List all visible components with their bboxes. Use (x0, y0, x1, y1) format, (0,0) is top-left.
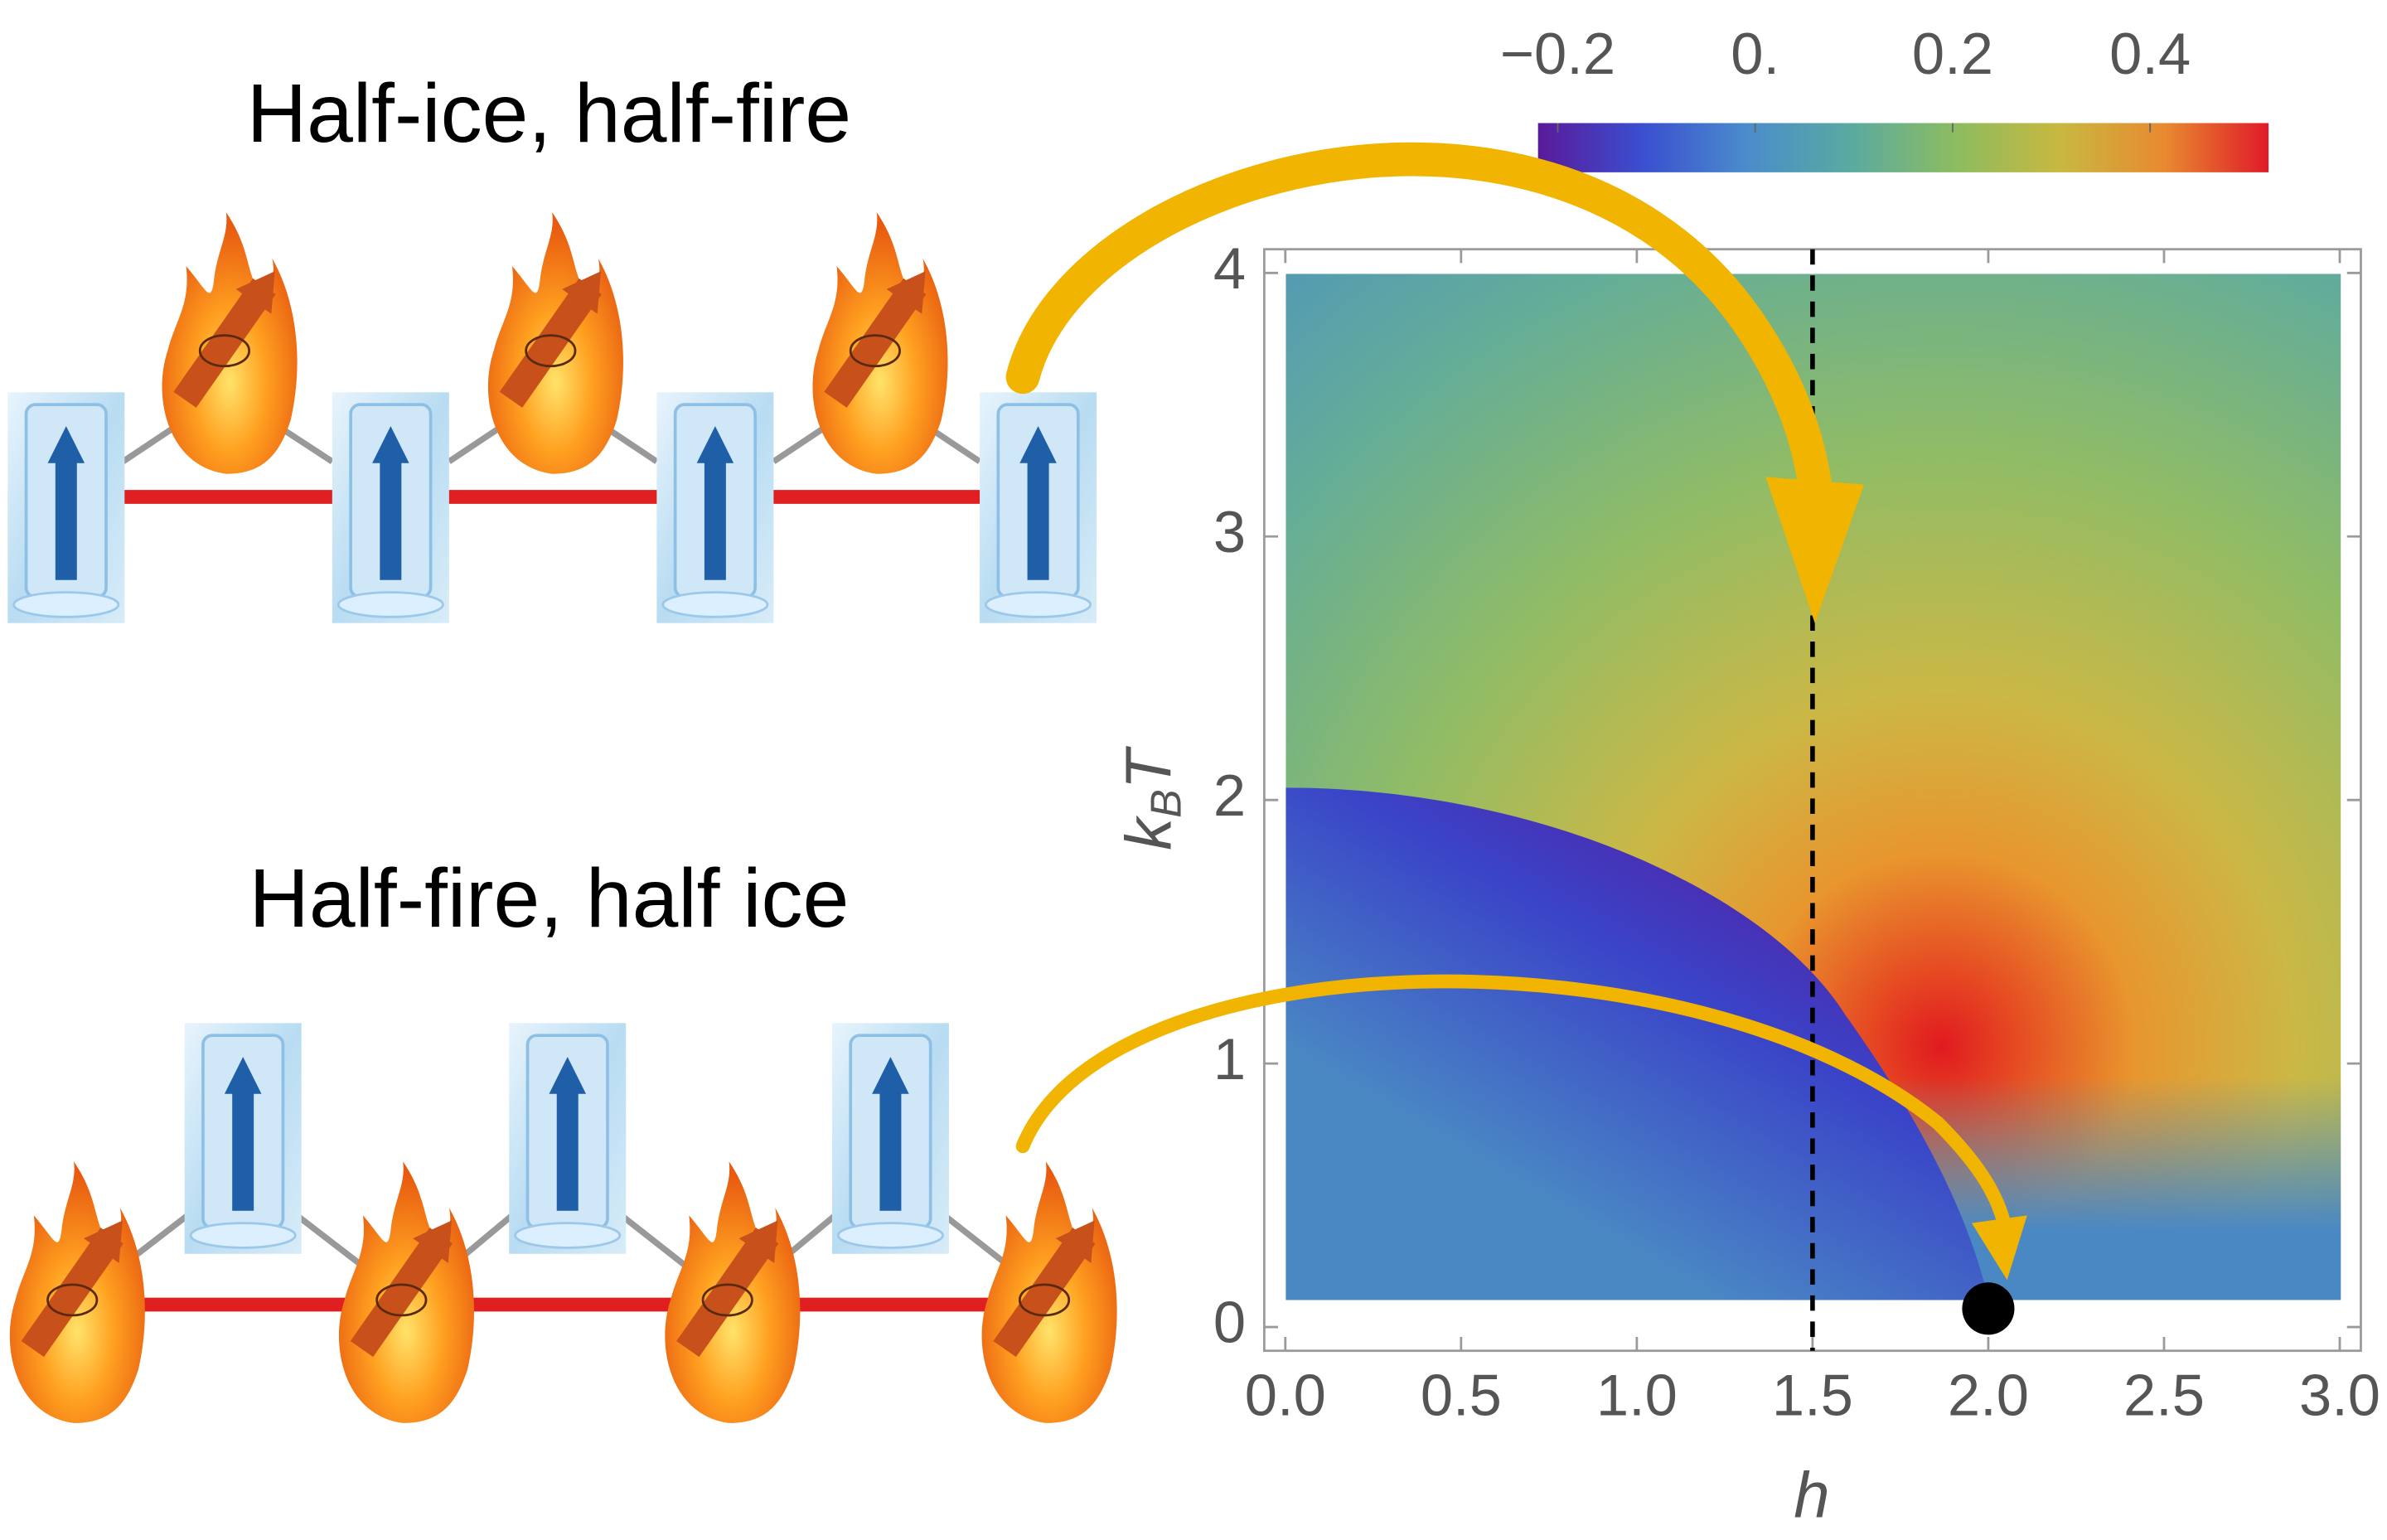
x-tick-label: 2.5 (2123, 1363, 2205, 1428)
ice-spin (830, 1021, 951, 1256)
ice-spin (182, 1021, 303, 1256)
y-label-tail: T (1111, 745, 1184, 789)
y-label-sub: B (1142, 789, 1190, 818)
x-tick-label: 0.5 (1421, 1363, 1502, 1428)
x-tick-label: 1.5 (1772, 1363, 1853, 1428)
y-tick-label: 1 (1213, 1026, 1246, 1092)
arrow-head (1765, 477, 1865, 623)
fire-spin (8, 1160, 147, 1425)
arrow-top (1005, 142, 1833, 502)
colorbar-tick-label: 0.2 (1912, 21, 1993, 86)
colorbar-tick-label: 0.4 (2109, 21, 2191, 86)
y-tick-label: 2 (1213, 763, 1246, 828)
colorbar-tick-label: 0. (1731, 21, 1779, 86)
x-tick-label: 0.0 (1245, 1363, 1326, 1428)
fire-spin (337, 1160, 476, 1425)
fire-spin (161, 211, 298, 476)
panel-title: Half-ice, half-fire (247, 67, 851, 160)
fire-spin (811, 211, 949, 476)
critical-point (1962, 1282, 2015, 1335)
arrow-head (1971, 1215, 2027, 1281)
ice-spin (330, 390, 451, 625)
bottom-chain (8, 1021, 1119, 1425)
y-axis-label: kBT (1111, 745, 1190, 850)
chart-marks: 0.0 0.5 1.0 1.5 2.0 2.5 3.0 0 1 2 3 4 −0.2 0. 0.2 0.4 (1213, 21, 2380, 1428)
fire-spin (663, 1160, 801, 1425)
arrows (1005, 142, 2027, 1281)
fire-spin (487, 211, 625, 476)
ice-spin (6, 390, 127, 625)
x-tick-label: 1.0 (1596, 1363, 1678, 1428)
x-tick-label: 2.0 (1948, 1363, 2029, 1428)
y-tick-label: 0 (1213, 1290, 1246, 1355)
ice-spin (978, 390, 1098, 625)
top-chain (6, 211, 1098, 625)
ice-spin (507, 1021, 628, 1256)
ice-spin (655, 390, 776, 625)
y-label-base: k (1111, 815, 1184, 850)
colorbar-tick-label: −0.2 (1500, 21, 1615, 86)
y-tick-label: 4 (1213, 235, 1246, 301)
x-tick-label: 3.0 (2299, 1363, 2380, 1428)
fire-spin (980, 1160, 1119, 1425)
colorbar (1537, 123, 2269, 172)
y-tick-label: 3 (1213, 499, 1246, 564)
panel-title: Half-fire, half ice (249, 852, 850, 945)
x-axis-label: h (1794, 1458, 1829, 1531)
arrow-bottom (1015, 974, 2012, 1230)
